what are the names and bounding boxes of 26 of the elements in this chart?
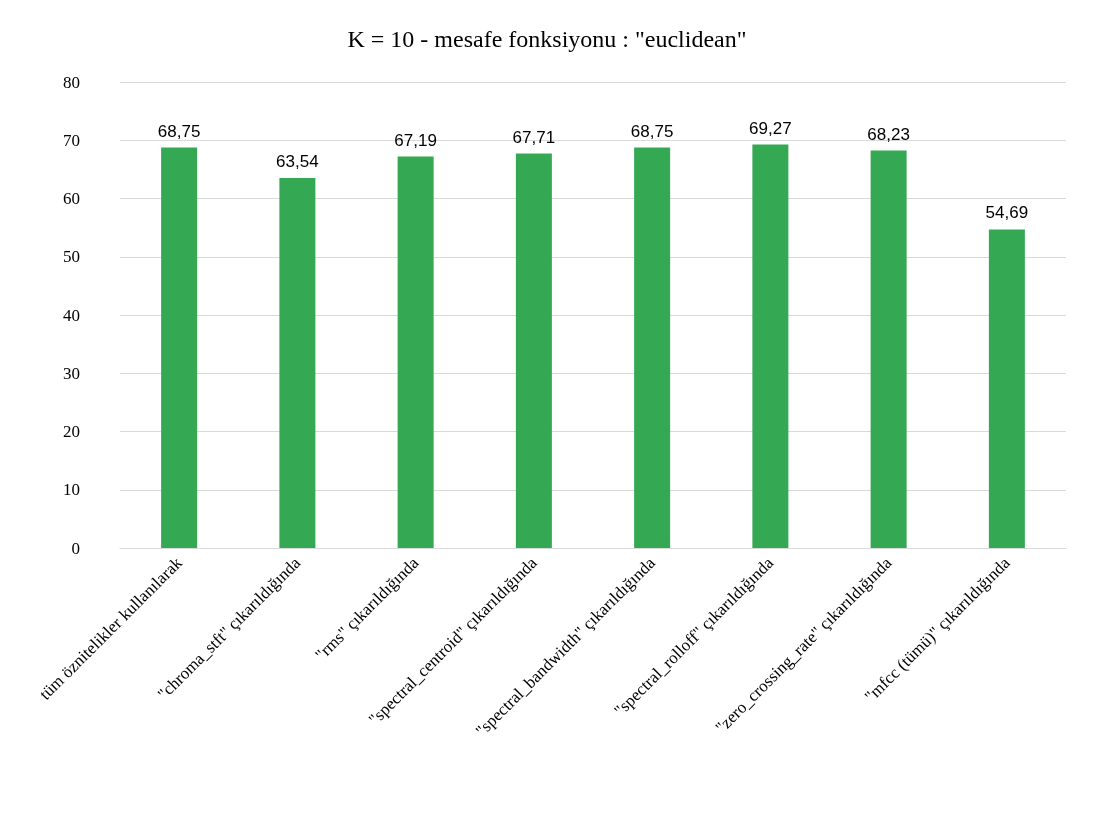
- bar: [279, 177, 316, 548]
- data-label: 63,54: [276, 151, 319, 171]
- bar: [634, 147, 671, 548]
- data-label: 67,71: [512, 127, 556, 147]
- bar: [161, 147, 198, 548]
- bar: [988, 229, 1025, 548]
- bar: [752, 144, 789, 548]
- y-tick-label: 60: [63, 189, 80, 208]
- y-tick-label: 80: [63, 72, 80, 92]
- y-tick-label: 10: [63, 480, 80, 500]
- bar: [515, 153, 552, 548]
- bar: [870, 150, 907, 548]
- data-label: 68,75: [157, 121, 201, 141]
- y-tick-label: 40: [63, 305, 80, 325]
- data-label: 69,27: [749, 118, 792, 138]
- chart-title: K = 10 - mesafe fonksiyonu : "euclidean": [347, 26, 747, 52]
- data-label: 68,75: [630, 121, 674, 141]
- y-tick-label: 0: [71, 538, 80, 558]
- y-tick-label: 70: [63, 130, 80, 150]
- y-tick-label: 20: [63, 422, 80, 441]
- bar: [397, 156, 434, 548]
- data-label: 68,23: [867, 124, 910, 144]
- y-tick-label: 50: [63, 247, 80, 267]
- data-label: 67,19: [394, 130, 437, 150]
- y-tick-label: 30: [63, 363, 80, 383]
- data-label: 54,69: [985, 203, 1029, 223]
